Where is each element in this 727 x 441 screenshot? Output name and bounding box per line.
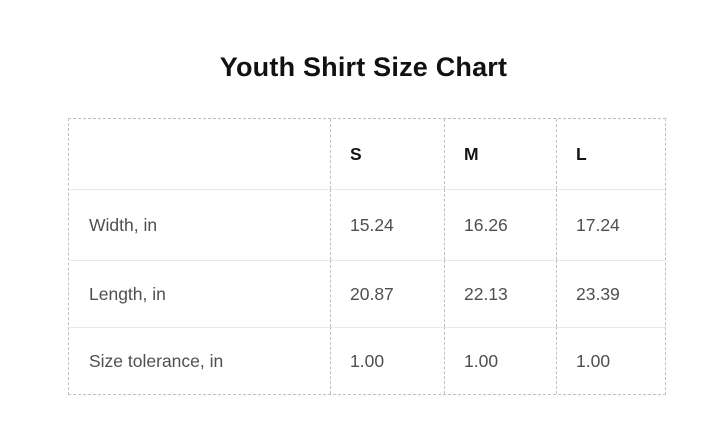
cell-length-l: 23.39: [556, 260, 665, 327]
size-chart-table: S M L Width, in 15.24 16.26 17.24 Length…: [68, 118, 666, 395]
column-header-m: M: [444, 119, 556, 189]
cell-width-m: 16.26: [444, 189, 556, 260]
header-cell-empty: [69, 119, 330, 189]
cell-length-s: 20.87: [330, 260, 444, 327]
column-header-l: L: [556, 119, 665, 189]
cell-width-s: 15.24: [330, 189, 444, 260]
column-header-s: S: [330, 119, 444, 189]
page-title: Youth Shirt Size Chart: [219, 52, 508, 82]
row-label-width: Width, in: [69, 189, 330, 260]
cell-tolerance-l: 1.00: [556, 327, 665, 394]
row-label-length: Length, in: [69, 260, 330, 327]
cell-tolerance-m: 1.00: [444, 327, 556, 394]
row-label-size-tolerance: Size tolerance, in: [69, 327, 330, 394]
cell-length-m: 22.13: [444, 260, 556, 327]
cell-width-l: 17.24: [556, 189, 665, 260]
cell-tolerance-s: 1.00: [330, 327, 444, 394]
